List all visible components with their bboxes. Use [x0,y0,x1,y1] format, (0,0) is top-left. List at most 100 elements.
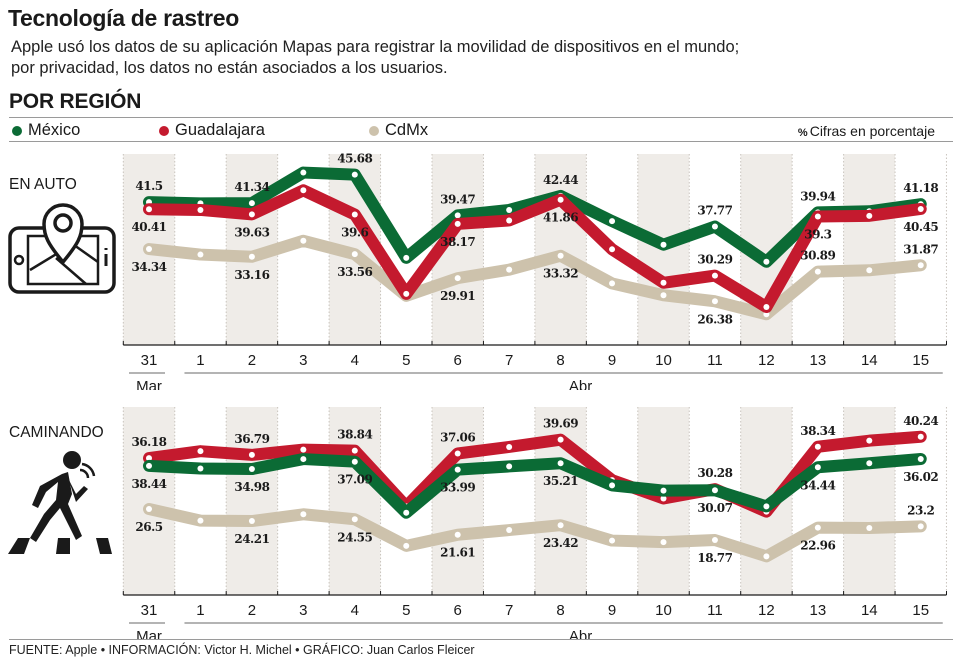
x-tick-label: 10 [655,602,672,619]
data-labels: 36.18 36.79 38.84 37.06 39.69 30.28 38.34 40.24… [131,414,938,565]
pedestrian-phone-icon [6,450,116,561]
data-label: 21.61 [440,546,475,560]
legend: México Guadalajara CdMx % Cifras en porce… [9,117,953,142]
legend-label-guadalajara: Guadalajara [175,121,265,139]
x-tick-label: 1 [196,352,204,369]
data-point [814,443,821,450]
x-tick-label: 9 [608,602,616,619]
series-cdmx [143,503,927,563]
data-point [711,272,718,279]
legend-item-cdmx: CdMx [369,121,428,140]
data-point [146,462,152,469]
data-label: 41.18 [903,181,938,195]
data-label: 33.16 [234,268,269,282]
data-point [660,539,667,546]
data-label: 41.86 [543,211,578,225]
data-point [351,447,358,454]
x-tick-label: 11 [707,352,723,369]
data-point [711,487,718,494]
series-guadalajara [143,184,927,314]
data-point [146,206,152,213]
data-point [351,171,358,178]
data-point [506,463,513,470]
x-tick-label: 12 [758,352,775,369]
percent-icon: % [797,127,808,139]
data-label: 42.44 [543,173,578,187]
data-point [866,267,873,274]
data-point [403,542,410,549]
series-mexico [143,452,927,519]
data-label: 38.34 [800,424,835,438]
data-point [197,206,204,213]
data-label: 39.69 [543,417,578,431]
data-label: 29.91 [440,289,475,303]
data-label: 26.38 [697,312,732,326]
data-label: 34.34 [131,260,166,274]
data-label: 38.44 [131,477,166,491]
series-line [143,184,927,314]
data-point [454,220,461,227]
data-point [248,466,255,473]
data-point [351,251,358,258]
data-point [506,443,513,450]
data-label: 23.2 [907,503,934,517]
data-point [660,241,667,248]
data-point [454,466,461,473]
data-point [660,279,667,286]
data-label: 39.63 [234,225,269,239]
x-tick-label: 3 [299,352,307,369]
data-labels: 41.5 41.34 45.68 39.47 42.44 37.77 39.94 41.18 4… [131,152,938,327]
data-label: 38.84 [337,428,372,442]
data-label: 36.79 [234,432,269,446]
chart-title: Tecnología de rastreo [8,5,240,31]
data-point [351,458,358,465]
x-tick-label: 9 [608,352,616,369]
x-tick-label: 6 [454,352,462,369]
data-label: 24.21 [234,532,269,546]
subtitle-line-2: por privacidad, los datos no están asoci… [11,59,448,77]
x-tick-label: 11 [707,602,723,619]
x-tick-label: 7 [505,352,513,369]
data-point [300,187,307,194]
series-line [143,430,927,518]
data-label: 39.47 [440,192,475,206]
data-point [197,517,204,524]
data-point [609,537,616,544]
data-label: 37.06 [440,430,475,444]
legend-dot-mexico [12,125,22,136]
data-label: 36.02 [903,470,938,484]
data-point [917,205,924,212]
data-point [248,518,255,525]
month-label-mar: Mar [136,628,162,640]
data-label: 23.42 [543,536,578,550]
data-label: 31.87 [903,242,938,256]
data-point [300,456,307,463]
month-label-abr: Abr [569,628,592,640]
x-tick-label: 5 [402,352,410,369]
legend-label-mexico: México [28,121,81,139]
data-point [763,304,770,311]
series-line [143,166,927,268]
data-point [660,292,667,299]
series-line [143,503,927,563]
data-point [506,206,513,213]
data-point [146,455,152,462]
data-label: 26.5 [135,520,162,534]
data-point [248,200,255,207]
legend-dot-cdmx [369,125,379,136]
data-point [866,460,873,467]
x-tick-label: 15 [912,352,929,369]
data-point [814,268,821,275]
grid-band [226,407,278,595]
data-point [763,258,770,265]
x-tick-label: 31 [141,602,158,619]
subtitle-line-1: Apple usó los datos de su aplicación Map… [11,38,740,56]
data-point [609,482,616,489]
x-tick-label: 13 [810,602,827,619]
grid-band [843,154,895,345]
legend-label-cdmx: CdMx [385,121,429,139]
x-tick-label: 1 [196,602,204,619]
